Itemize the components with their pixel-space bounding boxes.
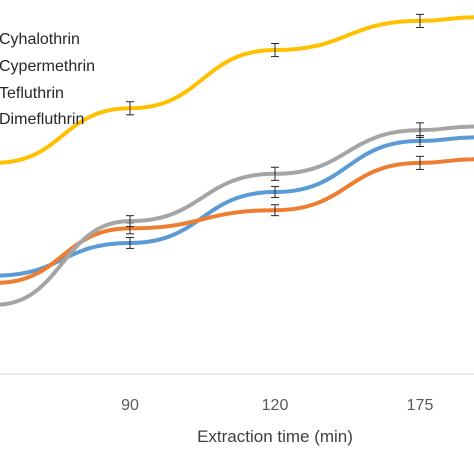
series-cyhalothrin <box>0 13 474 165</box>
legend-label: Tefluthrin <box>0 85 64 102</box>
series-line <box>0 124 474 307</box>
x-tick-label: 175 <box>407 397 434 414</box>
legend: Cyhalothrin Cypermethrin Tefluthrin Dimeflu… <box>0 31 95 128</box>
series-cypermethrin <box>0 135 474 278</box>
series-tefluthrin <box>0 155 474 285</box>
x-tick-label: 90 <box>121 397 139 414</box>
series-dimefluthrin <box>0 122 474 307</box>
x-axis-ticks: 90 120 175 <box>121 397 433 414</box>
legend-label: Cyhalothrin <box>0 31 80 48</box>
legend-label: Dimefluthrin <box>0 111 84 128</box>
plot-area <box>0 13 474 307</box>
x-axis-title: Extraction time (min) <box>197 427 353 446</box>
x-tick-label: 120 <box>262 397 289 414</box>
legend-label: Cypermethrin <box>0 58 95 75</box>
